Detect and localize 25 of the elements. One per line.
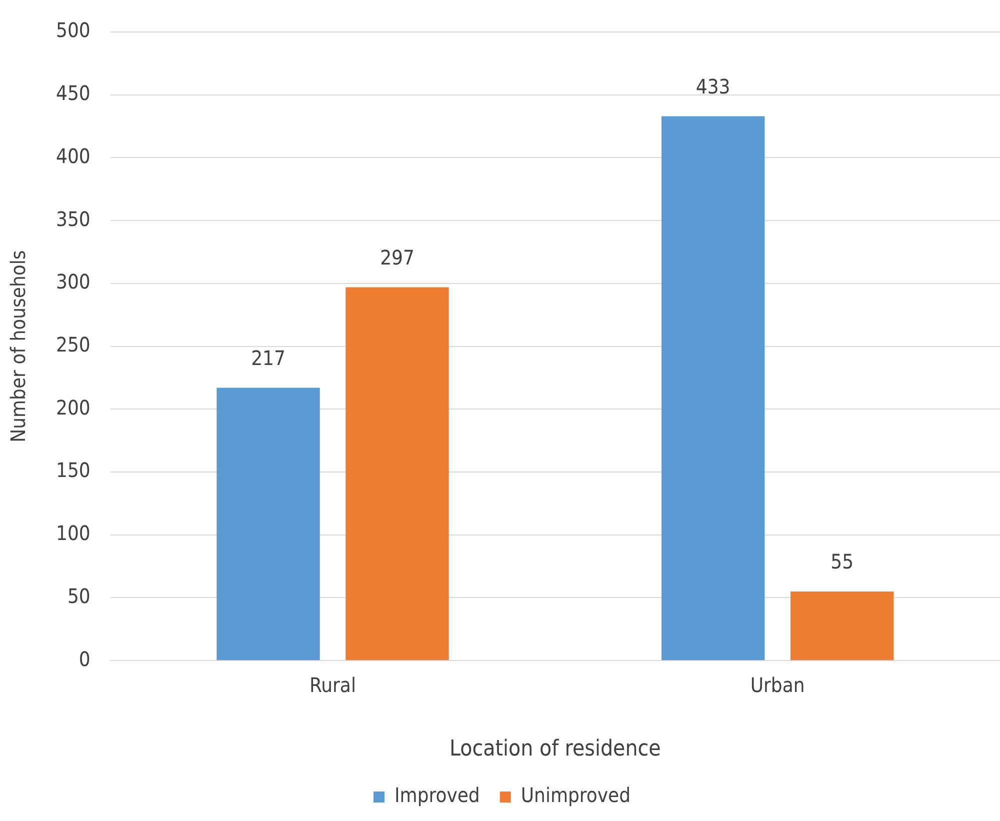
y-tick-label: 300 bbox=[56, 270, 90, 294]
y-tick-label: 50 bbox=[67, 584, 90, 608]
y-axis-title: Number of househols bbox=[6, 250, 30, 442]
bar bbox=[790, 591, 894, 660]
y-tick-label: 450 bbox=[56, 81, 90, 106]
y-tick-label: 400 bbox=[56, 144, 90, 168]
data-label: 217 bbox=[251, 346, 286, 370]
x-tick-label: Rural bbox=[310, 672, 356, 697]
bar bbox=[346, 287, 449, 660]
x-axis-title: Location of residence bbox=[450, 736, 661, 762]
legend-label: Unimproved bbox=[520, 783, 630, 808]
x-tick-label: Urban bbox=[750, 672, 805, 697]
data-label: 297 bbox=[380, 245, 414, 270]
y-tick-label: 200 bbox=[56, 395, 90, 420]
y-tick-label: 0 bbox=[78, 646, 90, 671]
y-tick-label: 250 bbox=[56, 332, 90, 357]
legend-label: Improved bbox=[394, 783, 480, 808]
y-tick-label: 100 bbox=[56, 521, 90, 546]
bar bbox=[661, 116, 765, 660]
y-tick-label: 500 bbox=[56, 18, 90, 42]
y-tick-label: 150 bbox=[56, 458, 90, 482]
bar bbox=[216, 388, 320, 660]
data-label: 433 bbox=[696, 74, 730, 98]
data-label: 55 bbox=[830, 550, 854, 574]
y-tick-label: 350 bbox=[56, 206, 90, 231]
